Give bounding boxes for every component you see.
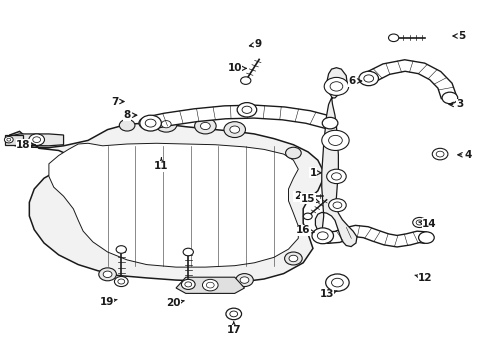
Text: 4: 4 xyxy=(457,150,471,160)
Text: 9: 9 xyxy=(249,39,261,49)
Circle shape xyxy=(303,213,311,220)
Circle shape xyxy=(317,232,327,240)
Circle shape xyxy=(418,232,433,243)
Polygon shape xyxy=(317,225,426,247)
Circle shape xyxy=(4,136,13,143)
Circle shape xyxy=(184,282,191,287)
Polygon shape xyxy=(363,60,456,99)
Text: 5: 5 xyxy=(452,31,465,41)
Circle shape xyxy=(114,276,128,287)
Text: 6: 6 xyxy=(348,76,361,86)
Text: 16: 16 xyxy=(295,225,314,235)
Circle shape xyxy=(285,147,301,159)
Polygon shape xyxy=(146,105,331,129)
Circle shape xyxy=(194,118,216,134)
Circle shape xyxy=(326,169,346,184)
Circle shape xyxy=(363,75,373,82)
Text: 8: 8 xyxy=(123,110,137,120)
Text: 14: 14 xyxy=(418,219,436,229)
Circle shape xyxy=(229,311,237,317)
Circle shape xyxy=(140,115,161,131)
Circle shape xyxy=(324,77,348,95)
Text: 10: 10 xyxy=(227,63,246,73)
Circle shape xyxy=(200,122,210,130)
Text: 19: 19 xyxy=(99,297,117,307)
Circle shape xyxy=(103,271,112,278)
Circle shape xyxy=(325,274,348,291)
Circle shape xyxy=(284,252,302,265)
Circle shape xyxy=(311,228,333,244)
Circle shape xyxy=(322,117,337,129)
Polygon shape xyxy=(10,134,63,146)
Circle shape xyxy=(328,135,342,145)
Circle shape xyxy=(431,148,447,160)
Circle shape xyxy=(33,137,41,143)
Circle shape xyxy=(331,278,343,287)
Circle shape xyxy=(242,106,251,113)
Circle shape xyxy=(145,119,156,127)
Circle shape xyxy=(293,193,302,199)
Circle shape xyxy=(358,71,378,86)
Circle shape xyxy=(99,268,116,281)
Circle shape xyxy=(240,77,250,84)
Circle shape xyxy=(225,308,241,320)
Circle shape xyxy=(412,217,426,228)
Text: 11: 11 xyxy=(154,158,168,171)
Circle shape xyxy=(435,151,443,157)
Circle shape xyxy=(161,121,171,128)
Circle shape xyxy=(441,92,457,104)
Polygon shape xyxy=(315,68,356,247)
Text: 15: 15 xyxy=(300,194,319,204)
Circle shape xyxy=(181,279,195,289)
Circle shape xyxy=(29,134,44,145)
Circle shape xyxy=(331,173,341,180)
Circle shape xyxy=(328,199,346,212)
Polygon shape xyxy=(49,143,298,267)
FancyBboxPatch shape xyxy=(5,135,23,145)
Polygon shape xyxy=(176,277,244,293)
Circle shape xyxy=(155,116,177,132)
Text: 3: 3 xyxy=(448,99,462,109)
Circle shape xyxy=(119,120,135,131)
Text: 17: 17 xyxy=(226,322,241,336)
Polygon shape xyxy=(10,123,322,282)
Circle shape xyxy=(229,126,239,133)
Circle shape xyxy=(206,282,214,288)
Circle shape xyxy=(224,122,245,138)
Text: 20: 20 xyxy=(166,298,184,308)
Circle shape xyxy=(139,117,154,129)
Circle shape xyxy=(240,277,248,283)
Text: 2: 2 xyxy=(293,191,307,201)
Circle shape xyxy=(329,82,342,91)
Text: 7: 7 xyxy=(111,96,124,107)
Circle shape xyxy=(7,138,11,141)
Circle shape xyxy=(288,255,297,262)
Circle shape xyxy=(415,220,422,225)
Circle shape xyxy=(332,202,341,208)
Text: 12: 12 xyxy=(414,273,432,283)
Text: 1: 1 xyxy=(309,168,321,178)
Circle shape xyxy=(183,248,193,256)
Circle shape xyxy=(321,130,348,150)
Circle shape xyxy=(202,279,218,291)
Circle shape xyxy=(237,103,256,117)
Circle shape xyxy=(235,274,253,287)
Circle shape xyxy=(116,246,126,253)
Circle shape xyxy=(387,34,398,41)
Text: 18: 18 xyxy=(16,140,35,150)
Text: 13: 13 xyxy=(319,289,336,300)
Circle shape xyxy=(118,279,124,284)
